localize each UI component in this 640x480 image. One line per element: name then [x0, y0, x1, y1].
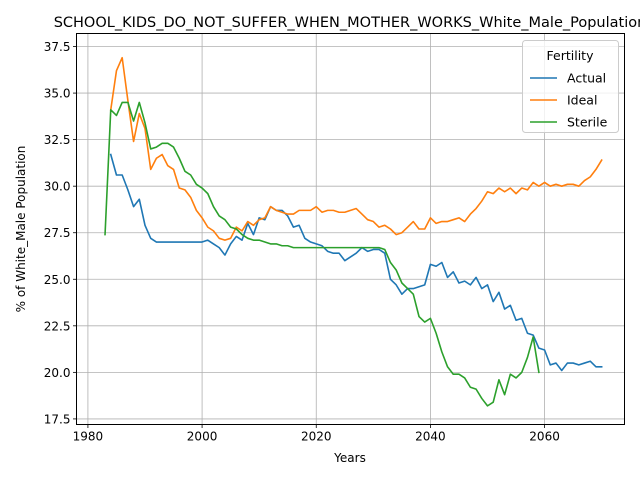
x-axis-label: Years [333, 451, 366, 465]
legend: Fertility Actual Ideal Sterile [522, 40, 619, 133]
legend-box [522, 40, 619, 133]
y-tick-label: 27.5 [44, 226, 71, 240]
plot-frame [76, 33, 625, 425]
y-tick-label: 32.5 [44, 133, 71, 147]
legend-label-sterile: Sterile [567, 115, 608, 130]
legend-label-ideal: Ideal [567, 93, 597, 108]
legend-label-actual: Actual [567, 71, 606, 86]
grid-lines [76, 33, 625, 425]
y-tick-label: 37.5 [44, 40, 71, 54]
axis-ticks: 1980 2000 2020 2040 2060 17.5 20.0 22.5 25.0 27.5… [44, 40, 560, 443]
x-tick-label: 1980 [73, 430, 104, 444]
series-line-ideal [109, 56, 603, 241]
y-tick-label: 35.0 [44, 87, 71, 101]
y-tick-label: 22.5 [44, 319, 71, 333]
y-tick-label: 25.0 [44, 273, 71, 287]
y-axis-label: % of White_Male Population [14, 146, 28, 313]
legend-title: Fertility [547, 48, 595, 63]
legend-entries: Actual Ideal Sterile [530, 71, 608, 130]
y-tick-label: 30.0 [44, 180, 71, 194]
series-line-sterile [104, 101, 540, 407]
series-lines [104, 56, 603, 407]
y-tick-label: 20.0 [44, 366, 71, 380]
x-tick-label: 2020 [301, 430, 332, 444]
y-tick-label: 17.5 [44, 412, 71, 426]
x-tick-label: 2040 [415, 430, 446, 444]
chart-title: SCHOOL_KIDS_DO_NOT_SUFFER_WHEN_MOTHER_WO… [54, 15, 640, 31]
series-line-actual [109, 153, 603, 372]
x-tick-label: 2000 [187, 430, 218, 444]
x-tick-label: 2060 [529, 430, 560, 444]
